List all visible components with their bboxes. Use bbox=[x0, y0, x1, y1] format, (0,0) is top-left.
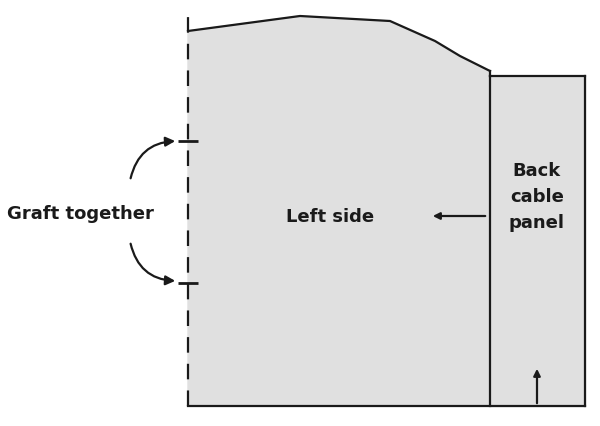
Text: Left side: Left side bbox=[286, 207, 374, 225]
Text: Back
cable
panel: Back cable panel bbox=[509, 161, 565, 232]
Polygon shape bbox=[490, 77, 585, 406]
FancyArrowPatch shape bbox=[131, 244, 173, 285]
Text: Graft together: Graft together bbox=[7, 204, 154, 222]
FancyArrowPatch shape bbox=[131, 138, 173, 179]
Polygon shape bbox=[188, 17, 490, 406]
